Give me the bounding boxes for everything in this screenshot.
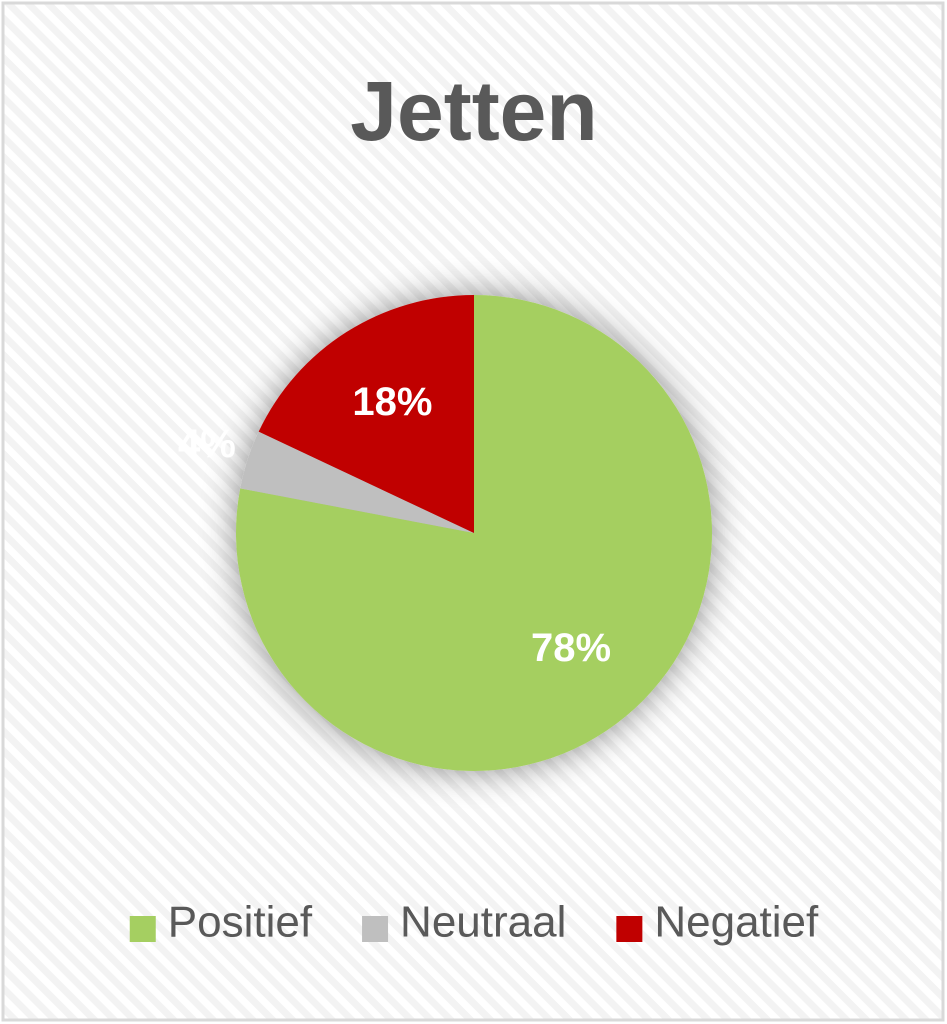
legend-label: Negatief: [654, 898, 819, 947]
pie: [236, 295, 713, 772]
legend-item: Negatief: [616, 898, 819, 947]
pie-slice: [240, 431, 474, 533]
legend-label: Neutraal: [400, 898, 566, 947]
chart-title: Jetten: [350, 64, 597, 158]
legend-item: Neutraal: [362, 898, 566, 947]
legend-swatch: [362, 916, 389, 942]
data-label: 78%: [531, 626, 611, 670]
data-labels: 78% 4% 18%: [178, 380, 611, 670]
legend-item: Positief: [129, 898, 313, 947]
legend-swatch: [129, 916, 156, 942]
legend: Positief Neutraal Negatief: [129, 898, 819, 947]
legend-swatch: [616, 916, 643, 942]
data-label: 18%: [352, 380, 432, 424]
data-label: 4%: [178, 422, 236, 466]
pie-slice: [258, 295, 474, 533]
legend-label: Positief: [168, 898, 313, 947]
